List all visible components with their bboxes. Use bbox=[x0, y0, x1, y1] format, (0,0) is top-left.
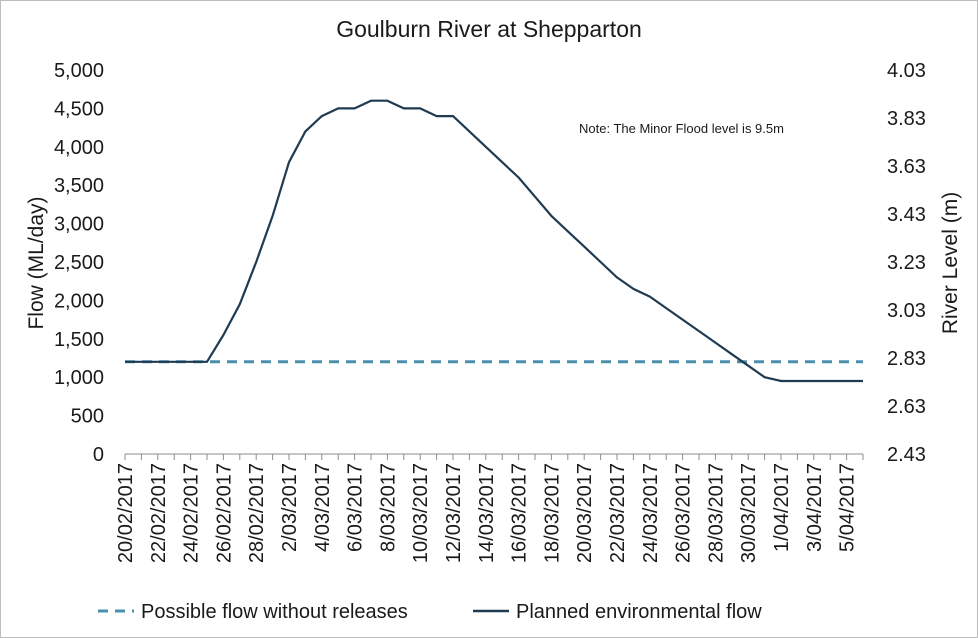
x-tick-label: 16/03/2017 bbox=[509, 463, 531, 563]
legend-label-baseline: Possible flow without releases bbox=[141, 601, 408, 623]
y2-tick-label: 2.43 bbox=[887, 444, 926, 466]
y2-tick-label: 2.83 bbox=[887, 348, 926, 370]
chart-title: Goulburn River at Shepparton bbox=[336, 16, 642, 42]
y-tick-label: 2,000 bbox=[54, 290, 104, 312]
x-tick-label: 10/03/2017 bbox=[410, 463, 432, 563]
x-tick-label: 26/03/2017 bbox=[673, 463, 695, 563]
legend-label-planned: Planned environmental flow bbox=[516, 601, 762, 623]
y2-tick-label: 2.63 bbox=[887, 396, 926, 418]
x-tick-label: 4/03/2017 bbox=[312, 463, 334, 552]
x-tick-label: 5/04/2017 bbox=[837, 463, 859, 552]
y-tick-label: 1,000 bbox=[54, 367, 104, 389]
x-tick-label: 20/03/2017 bbox=[574, 463, 596, 563]
x-tick-label: 28/02/2017 bbox=[246, 463, 268, 563]
y-tick-label: 0 bbox=[93, 444, 104, 466]
y2-tick-label: 3.83 bbox=[887, 108, 926, 130]
y2-tick-label: 3.23 bbox=[887, 252, 926, 274]
x-tick-label: 2/03/2017 bbox=[279, 463, 301, 552]
x-tick-label: 30/03/2017 bbox=[738, 463, 760, 563]
x-tick-label: 3/04/2017 bbox=[804, 463, 826, 552]
x-tick-label: 24/03/2017 bbox=[640, 463, 662, 563]
y-tick-label: 4,500 bbox=[54, 98, 104, 120]
y2-axis-title: River Level (m) bbox=[939, 192, 962, 334]
y-tick-label: 500 bbox=[71, 406, 104, 428]
x-tick-label: 28/03/2017 bbox=[705, 463, 727, 563]
x-tick-label: 18/03/2017 bbox=[541, 463, 563, 563]
x-tick-label: 24/02/2017 bbox=[181, 463, 203, 563]
series-line-planned-flow bbox=[125, 99, 863, 383]
y-tick-label: 2,500 bbox=[54, 252, 104, 274]
y-tick-label: 4,000 bbox=[54, 137, 104, 159]
y2-tick-label: 4.03 bbox=[887, 60, 926, 82]
y-tick-label: 1,500 bbox=[54, 329, 104, 351]
x-tick-label: 8/03/2017 bbox=[377, 463, 399, 552]
y-tick-label: 3,500 bbox=[54, 175, 104, 197]
legend: Possible flow without releases Planned e… bbox=[98, 601, 762, 623]
x-tick-label: 1/04/2017 bbox=[771, 463, 793, 552]
y2-tick-label: 3.43 bbox=[887, 204, 926, 226]
x-tick-label: 22/03/2017 bbox=[607, 463, 629, 563]
y2-tick-label: 3.03 bbox=[887, 300, 926, 322]
x-tick-label: 14/03/2017 bbox=[476, 463, 498, 563]
y-tick-label: 5,000 bbox=[54, 60, 104, 82]
x-tick-label: 22/02/2017 bbox=[148, 463, 170, 563]
y2-tick-label: 3.63 bbox=[887, 156, 926, 178]
x-tick-label: 20/02/2017 bbox=[115, 463, 137, 563]
y-axis-title: Flow (ML/day) bbox=[25, 196, 48, 329]
note-annotation: Note: The Minor Flood level is 9.5m bbox=[579, 121, 784, 136]
plot-area: 0 500 1,000 1,500 2,000 2,500 3,000 3,500 4,000 4… bbox=[54, 60, 926, 563]
x-tick-label: 6/03/2017 bbox=[345, 463, 367, 552]
x-tick-label: 12/03/2017 bbox=[443, 463, 465, 563]
x-tick-label: 26/02/2017 bbox=[213, 463, 235, 563]
y-tick-label: 3,000 bbox=[54, 214, 104, 236]
